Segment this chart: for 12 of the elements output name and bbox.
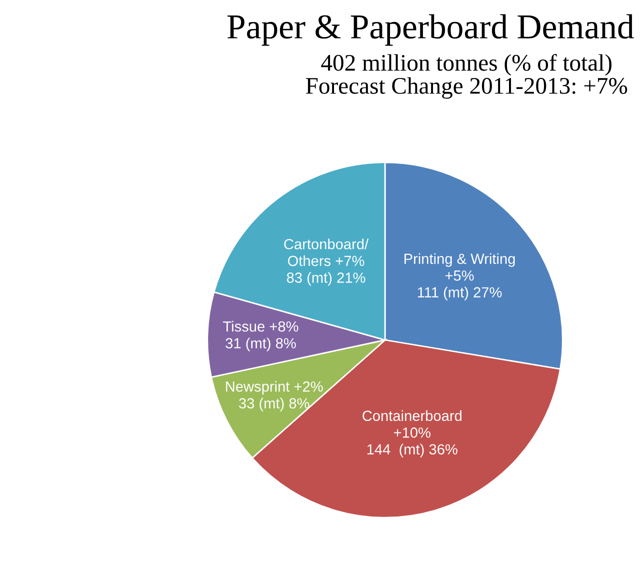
- slice-label: Tissue +8%: [223, 320, 298, 332]
- data-label: 33 (mt) 8%: [239, 398, 310, 412]
- slice-label: Cartonboard/ Others +7%: [284, 238, 369, 266]
- data-label: 83 (mt) 21%: [286, 272, 366, 286]
- slice-label: Containerboard +10%: [362, 410, 462, 438]
- data-label: 144 (mt) 36%: [367, 444, 458, 458]
- data-label: 31 (mt) 8%: [226, 338, 296, 352]
- slice-label: Printing & Writing +5%: [404, 253, 515, 281]
- slice-label: Newsprint +2%: [226, 381, 323, 395]
- chart-subtitle: 402 million tonnes (% of total) Forecast Change 2011-2013: +7%: [306, 54, 628, 99]
- chart-title: Paper & Paperboard Demand: [227, 14, 634, 46]
- data-label: 111 (mt) 27%: [418, 286, 502, 300]
